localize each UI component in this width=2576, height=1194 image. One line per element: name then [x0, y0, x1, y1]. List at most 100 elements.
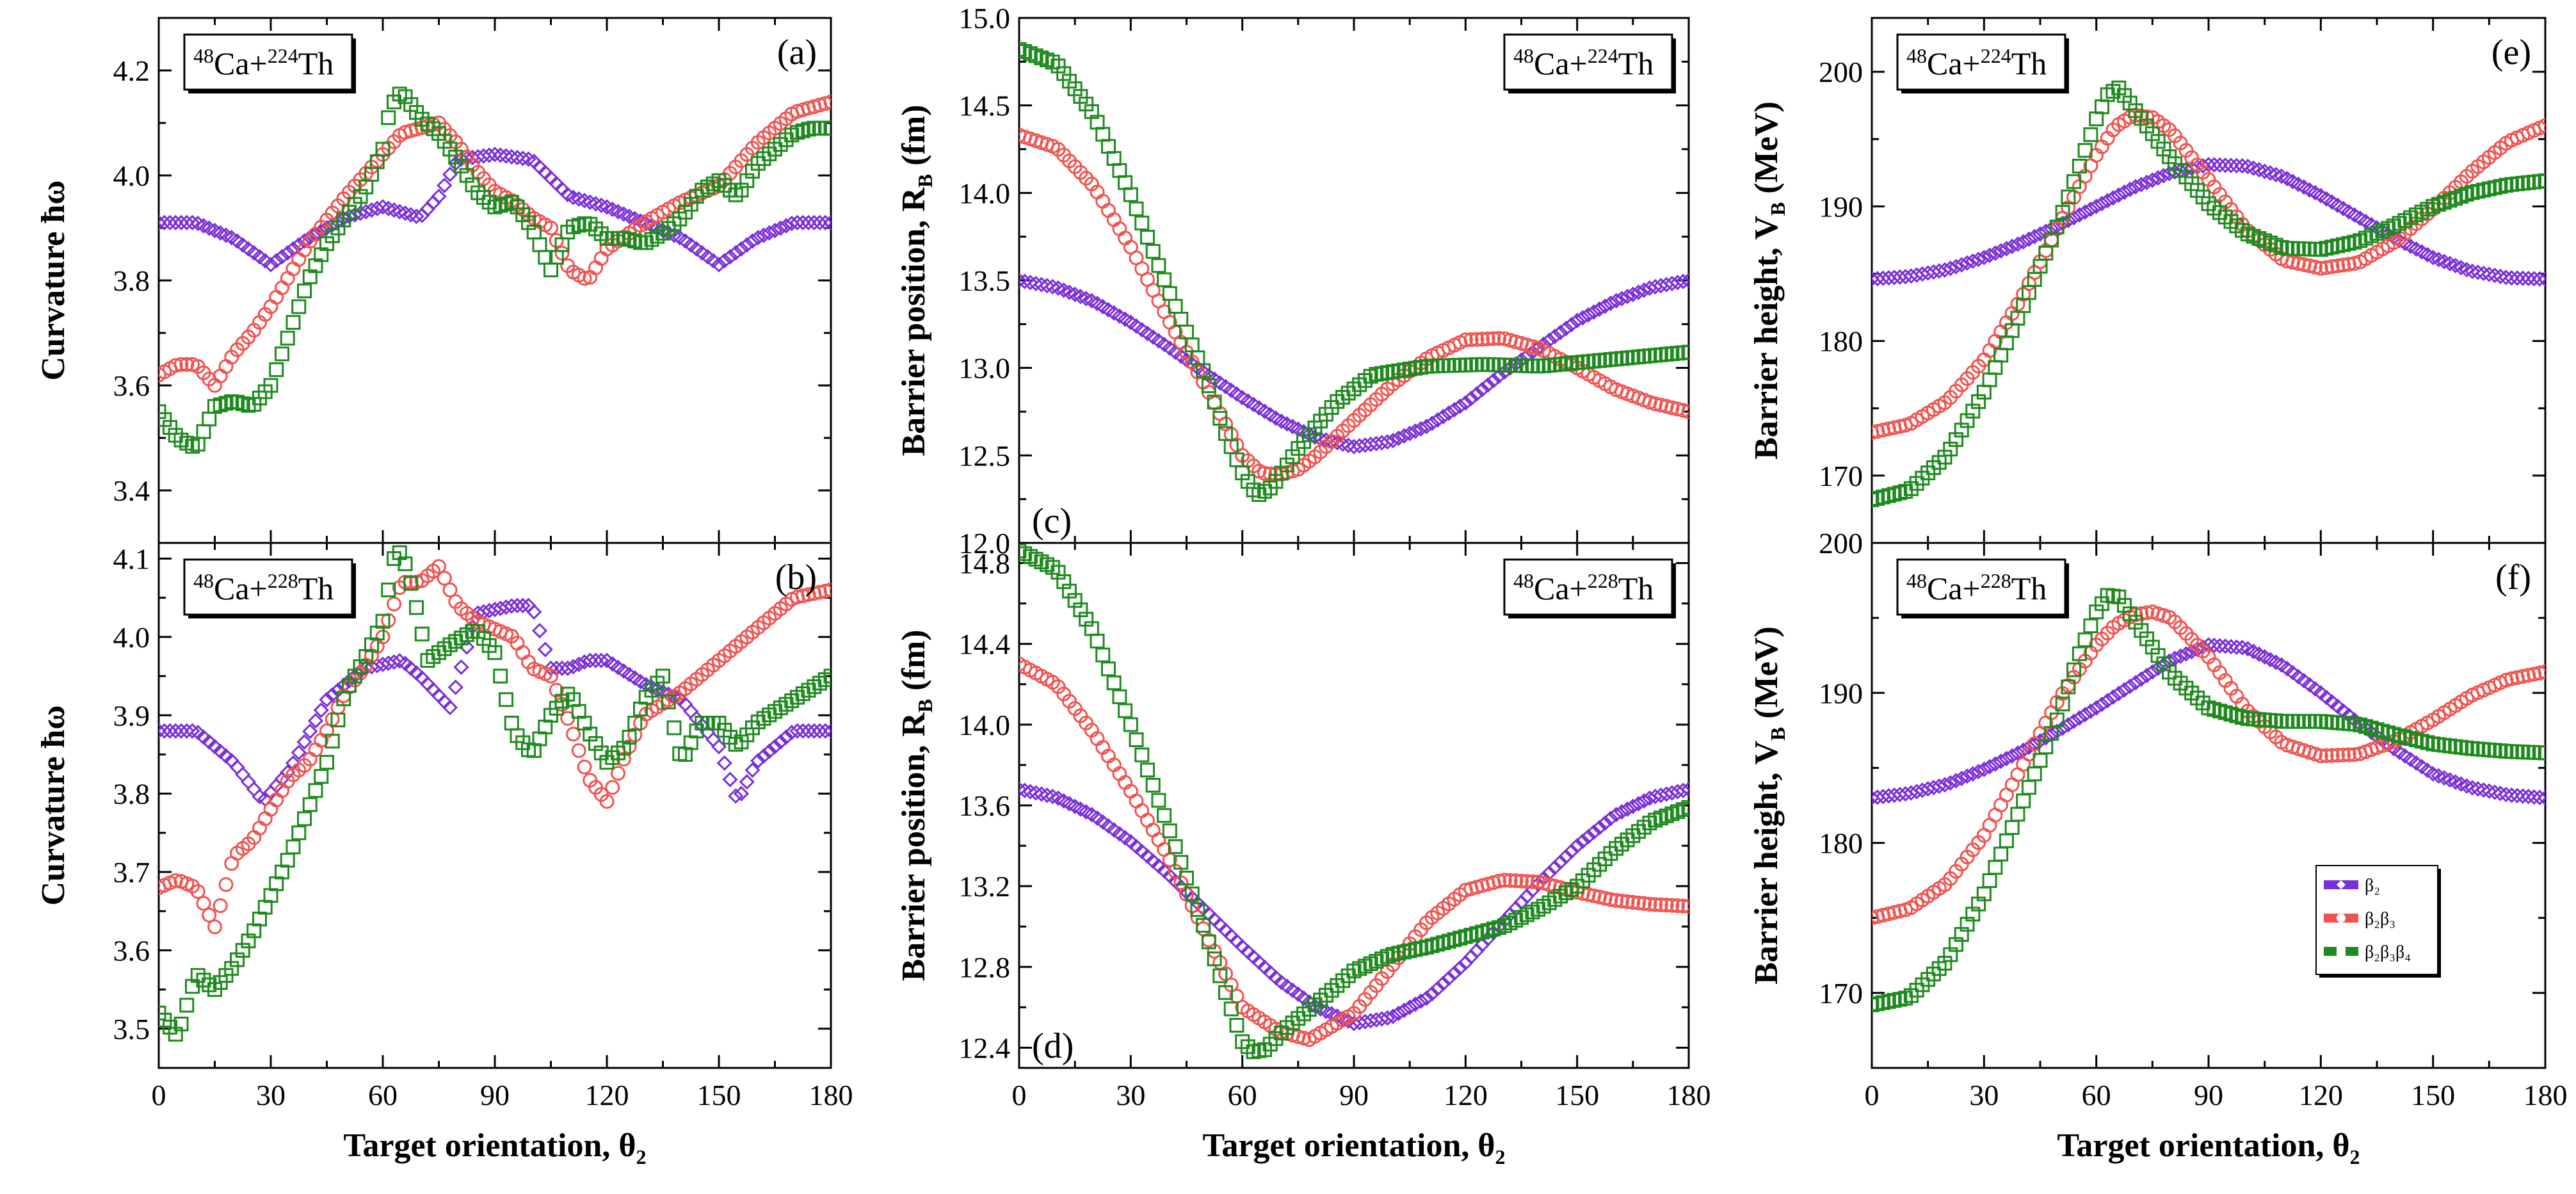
data-point	[2021, 739, 2037, 755]
data-point	[263, 802, 278, 817]
y-axis-label-unit: (MeV)	[1748, 626, 1785, 727]
data-point	[1491, 368, 1507, 384]
data-point	[656, 668, 670, 684]
data-point	[1419, 990, 1435, 1006]
y-tick-label: 12.8	[959, 951, 1011, 983]
data-point	[504, 715, 519, 730]
data-point	[750, 753, 766, 769]
data-point	[2089, 111, 2104, 127]
data-point	[1620, 894, 1635, 909]
data-point	[291, 745, 307, 761]
data-point	[2122, 181, 2138, 197]
legend-shadow	[2319, 974, 2441, 978]
data-point	[2341, 747, 2356, 762]
y-tick-label: 180	[1819, 827, 1863, 860]
data-point	[291, 825, 307, 841]
legend-label: β₂β₃	[2365, 909, 2395, 929]
data-point	[2492, 786, 2508, 802]
y-tick-label: 200	[1819, 527, 1863, 560]
data-point	[1402, 999, 1418, 1015]
series-beta23	[1872, 604, 2545, 926]
y-tick-label: 13.2	[959, 870, 1011, 903]
data-point	[2077, 707, 2093, 723]
y-axis-label: Barrier height, VB (MeV)	[1748, 101, 1789, 460]
y-tick-label: 170	[1819, 977, 1863, 1010]
data-point	[302, 723, 318, 739]
series-group	[159, 545, 831, 1042]
reaction-element: Th	[1618, 570, 1654, 606]
data-point	[515, 597, 531, 614]
data-point	[593, 652, 609, 668]
data-point	[1558, 321, 1574, 337]
data-point	[437, 177, 453, 193]
data-point	[1976, 761, 1992, 777]
data-point	[1424, 415, 1440, 432]
data-point	[1872, 271, 1885, 287]
data-point	[1558, 848, 1574, 865]
plot-frame	[1871, 17, 2547, 544]
data-point	[1970, 251, 1986, 268]
data-point	[2335, 257, 2351, 273]
data-point	[823, 582, 831, 597]
data-point	[1458, 332, 1473, 348]
data-point	[159, 723, 167, 739]
panel-d: 0 30 60 90 120 150 180 12.4 12.8 13.2 13.6 14.0 14.4…	[896, 542, 1711, 1168]
data-point	[2015, 234, 2031, 250]
data-point	[2027, 229, 2043, 245]
data-point	[2032, 226, 2049, 242]
data-point	[1184, 886, 1200, 901]
data-point	[1642, 896, 1657, 912]
legend-entry-beta2: β₂	[2324, 876, 2380, 896]
data-point	[2004, 748, 2020, 764]
data-point	[291, 299, 307, 314]
data-point	[1485, 373, 1502, 389]
data-point	[308, 742, 323, 757]
data-point	[262, 257, 279, 273]
data-point	[1664, 400, 1680, 415]
data-point	[2464, 263, 2481, 279]
data-point	[1463, 332, 1479, 348]
data-point	[773, 220, 789, 236]
reaction-mass: 228	[1981, 569, 2011, 592]
data-point	[2105, 190, 2121, 206]
data-point	[1139, 762, 1155, 778]
data-point	[397, 205, 414, 222]
data-point	[190, 884, 205, 900]
data-point	[286, 261, 301, 277]
data-point	[532, 237, 547, 252]
reaction-label-shadow	[188, 615, 356, 618]
data-point	[1552, 325, 1568, 341]
data-point	[319, 755, 334, 770]
data-point	[1547, 860, 1563, 876]
data-point	[2139, 605, 2155, 620]
legend-entry-beta23: β₂β₃	[2324, 909, 2395, 929]
data-point	[168, 214, 184, 230]
data-point	[1463, 391, 1479, 407]
data-point	[1039, 787, 1055, 803]
x-axis-label: Target orientation, θ2	[343, 1127, 646, 1168]
data-point	[296, 233, 312, 249]
data-point	[1872, 997, 1880, 1013]
data-point	[240, 774, 257, 790]
data-point	[755, 227, 772, 243]
reaction-text: 48Ca+228Th	[1513, 569, 1654, 606]
legend-marker	[2337, 880, 2346, 889]
data-point	[1028, 785, 1044, 801]
data-point	[2228, 157, 2244, 173]
series-group	[1872, 80, 2545, 508]
data-point	[1681, 344, 1689, 360]
data-point	[823, 120, 831, 136]
reaction-mass: 48	[1906, 569, 1927, 592]
data-point	[297, 283, 312, 298]
data-point	[2066, 713, 2082, 729]
data-point	[543, 220, 558, 236]
data-point	[2088, 198, 2104, 214]
data-point	[280, 271, 295, 286]
data-point	[1670, 401, 1686, 417]
data-point	[493, 668, 508, 684]
reaction-mass: 48	[1906, 44, 1927, 67]
series-beta234	[159, 545, 831, 1042]
data-point	[2319, 748, 2334, 763]
data-point	[2212, 157, 2228, 173]
data-point	[1680, 272, 1689, 289]
